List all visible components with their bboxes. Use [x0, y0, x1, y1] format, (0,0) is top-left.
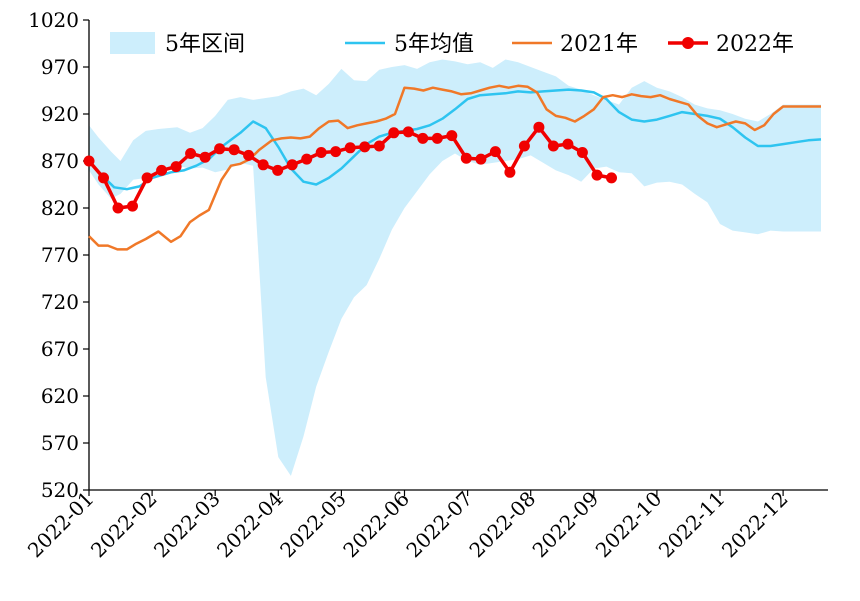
legend-label-y2022: 2022年 — [716, 32, 794, 57]
data-point-y2022 — [315, 147, 327, 158]
data-point-y2022 — [344, 142, 356, 154]
x-tick-label: 2022-04 — [212, 487, 288, 563]
data-point-y2022 — [359, 141, 371, 153]
x-tick-label: 2022-03 — [149, 487, 225, 563]
legend-item-band: 5年区间 — [110, 32, 245, 57]
data-point-y2022 — [301, 153, 313, 165]
y-tick-label: 970 — [41, 55, 79, 79]
data-point-y2022 — [504, 166, 516, 178]
data-point-y2022 — [214, 143, 226, 155]
x-tick-label: 2022-02 — [86, 487, 162, 563]
y-tick-label: 870 — [41, 149, 79, 173]
series-line-y2021 — [88, 84, 821, 251]
y-tick-label: 670 — [41, 337, 79, 361]
data-point-y2022 — [127, 200, 138, 212]
data-point-y2022 — [431, 132, 443, 144]
data-point-y2022 — [141, 172, 153, 184]
data-point-y2022 — [606, 172, 617, 184]
y-tick-label: 520 — [41, 478, 79, 502]
x-tick-label: 2022-10 — [591, 487, 667, 563]
data-point-y2022 — [257, 159, 269, 171]
x-tick-label: 2022-08 — [464, 487, 540, 563]
legend-item-y2022: 2022年 — [668, 32, 794, 57]
y-tick-label: 620 — [41, 384, 79, 408]
legend-label-y2021: 2021年 — [560, 32, 638, 57]
y-tick-label: 1020 — [28, 8, 79, 32]
data-point-y2022 — [460, 152, 472, 164]
x-tick-label: 2022-07 — [401, 487, 477, 563]
x-tick-label: 2022-11 — [654, 487, 730, 563]
data-point-y2022 — [547, 140, 559, 152]
data-point-y2022 — [286, 159, 298, 171]
data-point-y2022 — [388, 127, 400, 139]
five-year-range-band-layer — [89, 59, 821, 476]
x-tick-label: 2022-12 — [717, 487, 793, 563]
legend: 5年区间 5年均值 2021年 2022年 — [110, 32, 794, 57]
legend-label-avg: 5年均值 — [394, 32, 474, 57]
data-point-y2022 — [228, 144, 240, 156]
data-point-y2022 — [475, 153, 487, 165]
x-tick-label: 2022-05 — [275, 487, 351, 563]
legend-marker-y2022 — [682, 37, 694, 49]
data-point-y2022 — [533, 121, 545, 133]
legend-swatch-band — [110, 32, 155, 54]
data-point-y2022 — [562, 138, 574, 150]
series-lines — [83, 84, 822, 251]
data-point-y2022 — [417, 132, 429, 144]
legend-label-band: 5年区间 — [165, 32, 245, 57]
data-point-y2022 — [185, 148, 197, 159]
x-tick-label: 2022-09 — [528, 487, 604, 563]
data-point-y2022 — [373, 140, 385, 152]
y-tick-label: 570 — [41, 431, 79, 455]
data-point-y2022 — [170, 161, 182, 173]
y-tick-label: 920 — [41, 102, 79, 126]
data-point-y2022 — [446, 130, 458, 142]
legend-item-y2021: 2021年 — [512, 32, 638, 57]
data-point-y2022 — [576, 147, 588, 158]
y-tick-label: 770 — [41, 243, 79, 267]
y-tick-label: 820 — [41, 196, 79, 220]
y-tick-label: 720 — [41, 290, 79, 314]
data-point-y2022 — [156, 164, 168, 176]
data-point-y2022 — [489, 146, 501, 158]
x-tick-label: 2022-06 — [338, 487, 414, 563]
data-point-y2022 — [402, 126, 414, 138]
data-point-y2022 — [243, 149, 255, 161]
data-point-y2022 — [98, 172, 109, 184]
data-point-y2022 — [272, 164, 284, 176]
legend-item-avg: 5年均值 — [345, 32, 474, 57]
data-point-y2022 — [199, 151, 211, 163]
data-point-y2022 — [83, 155, 95, 167]
data-point-y2022 — [518, 140, 530, 152]
data-point-y2022 — [591, 169, 603, 181]
data-point-y2022 — [330, 146, 342, 158]
data-point-y2022 — [112, 202, 124, 214]
five-year-range-band — [89, 59, 821, 476]
